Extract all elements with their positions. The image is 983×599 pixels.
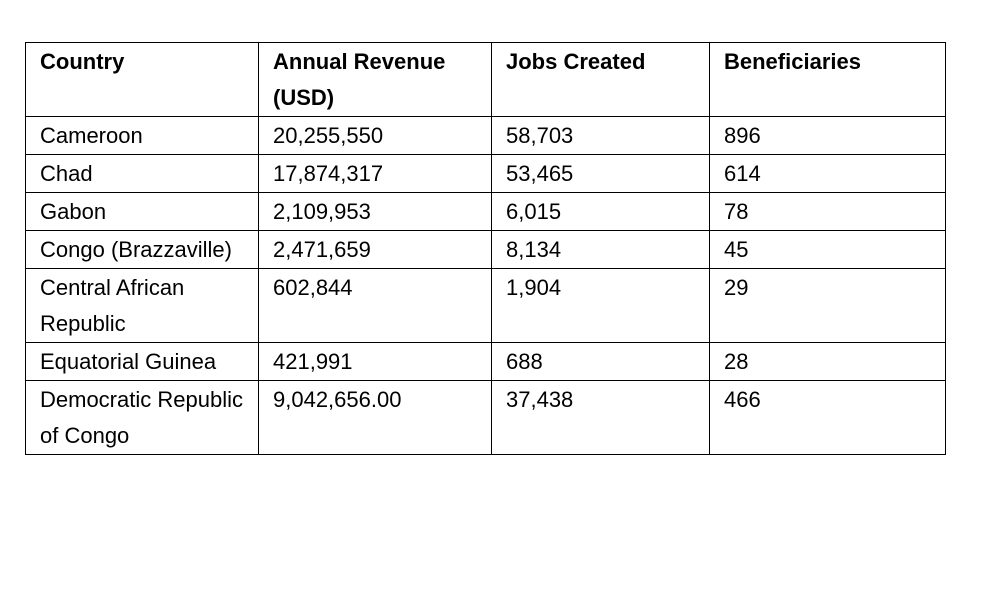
- cell-jobs-created: 688: [491, 342, 710, 381]
- country-data-table: Country Annual Revenue (USD) Jobs Create…: [25, 42, 946, 455]
- cell-country: Equatorial Guinea: [25, 342, 259, 381]
- table-row: Equatorial Guinea 421,991 688 28: [25, 342, 946, 381]
- cell-country: Congo (Brazzaville): [25, 230, 259, 269]
- cell-country: Central African Republic: [25, 268, 259, 343]
- cell-country: Chad: [25, 154, 259, 193]
- cell-annual-revenue: 9,042,656.00: [258, 380, 492, 455]
- cell-beneficiaries: 29: [709, 268, 946, 343]
- header-beneficiaries: Beneficiaries: [709, 42, 946, 117]
- cell-beneficiaries: 896: [709, 116, 946, 155]
- header-annual-revenue: Annual Revenue (USD): [258, 42, 492, 117]
- cell-beneficiaries: 45: [709, 230, 946, 269]
- cell-country: Democratic Republic of Congo: [25, 380, 259, 455]
- cell-country: Cameroon: [25, 116, 259, 155]
- table-row: Cameroon 20,255,550 58,703 896: [25, 116, 946, 155]
- header-country: Country: [25, 42, 259, 117]
- cell-jobs-created: 53,465: [491, 154, 710, 193]
- header-row: Country Annual Revenue (USD) Jobs Create…: [25, 42, 946, 117]
- cell-annual-revenue: 2,109,953: [258, 192, 492, 231]
- cell-jobs-created: 58,703: [491, 116, 710, 155]
- table-row: Congo (Brazzaville) 2,471,659 8,134 45: [25, 230, 946, 269]
- cell-jobs-created: 8,134: [491, 230, 710, 269]
- cell-jobs-created: 6,015: [491, 192, 710, 231]
- table-row: Central African Republic 602,844 1,904 29: [25, 268, 946, 343]
- cell-annual-revenue: 421,991: [258, 342, 492, 381]
- cell-jobs-created: 37,438: [491, 380, 710, 455]
- cell-annual-revenue: 602,844: [258, 268, 492, 343]
- cell-annual-revenue: 2,471,659: [258, 230, 492, 269]
- cell-jobs-created: 1,904: [491, 268, 710, 343]
- table-row: Democratic Republic of Congo 9,042,656.00…: [25, 380, 946, 455]
- cell-annual-revenue: 17,874,317: [258, 154, 492, 193]
- table-row: Chad 17,874,317 53,465 614: [25, 154, 946, 193]
- table-row: Gabon 2,109,953 6,015 78: [25, 192, 946, 231]
- cell-beneficiaries: 466: [709, 380, 946, 455]
- cell-beneficiaries: 28: [709, 342, 946, 381]
- header-jobs-created: Jobs Created: [491, 42, 710, 117]
- cell-beneficiaries: 614: [709, 154, 946, 193]
- cell-country: Gabon: [25, 192, 259, 231]
- cell-annual-revenue: 20,255,550: [258, 116, 492, 155]
- cell-beneficiaries: 78: [709, 192, 946, 231]
